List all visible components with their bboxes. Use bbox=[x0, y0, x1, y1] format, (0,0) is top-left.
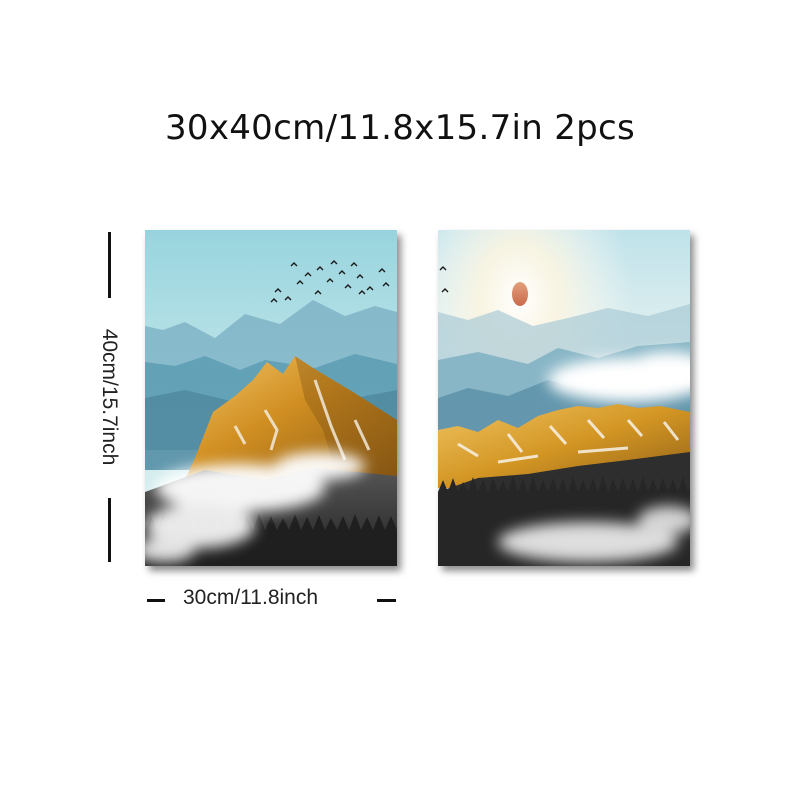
mist bbox=[498, 506, 690, 562]
width-marker-right bbox=[377, 599, 396, 602]
right-panel-artwork bbox=[438, 230, 690, 566]
width-marker-left bbox=[147, 599, 165, 602]
birds bbox=[439, 266, 449, 293]
page-title: 30x40cm/11.8x15.7in 2pcs bbox=[164, 108, 636, 148]
sun bbox=[512, 282, 528, 306]
right-panel bbox=[438, 230, 690, 566]
left-panel bbox=[145, 230, 397, 566]
cloud-bank bbox=[548, 352, 690, 402]
width-label: 30cm/11.8inch bbox=[183, 586, 319, 609]
height-label: 40cm/15.7inch bbox=[98, 328, 121, 466]
golden-peak bbox=[185, 356, 397, 480]
left-panel-artwork bbox=[145, 230, 397, 566]
height-marker-bottom bbox=[108, 498, 111, 562]
snow-streaks bbox=[457, 419, 680, 464]
birds bbox=[270, 260, 390, 303]
peak-shadow bbox=[295, 356, 397, 480]
height-marker-top bbox=[108, 232, 111, 298]
snow-streaks bbox=[233, 379, 371, 461]
mist bbox=[145, 452, 365, 562]
